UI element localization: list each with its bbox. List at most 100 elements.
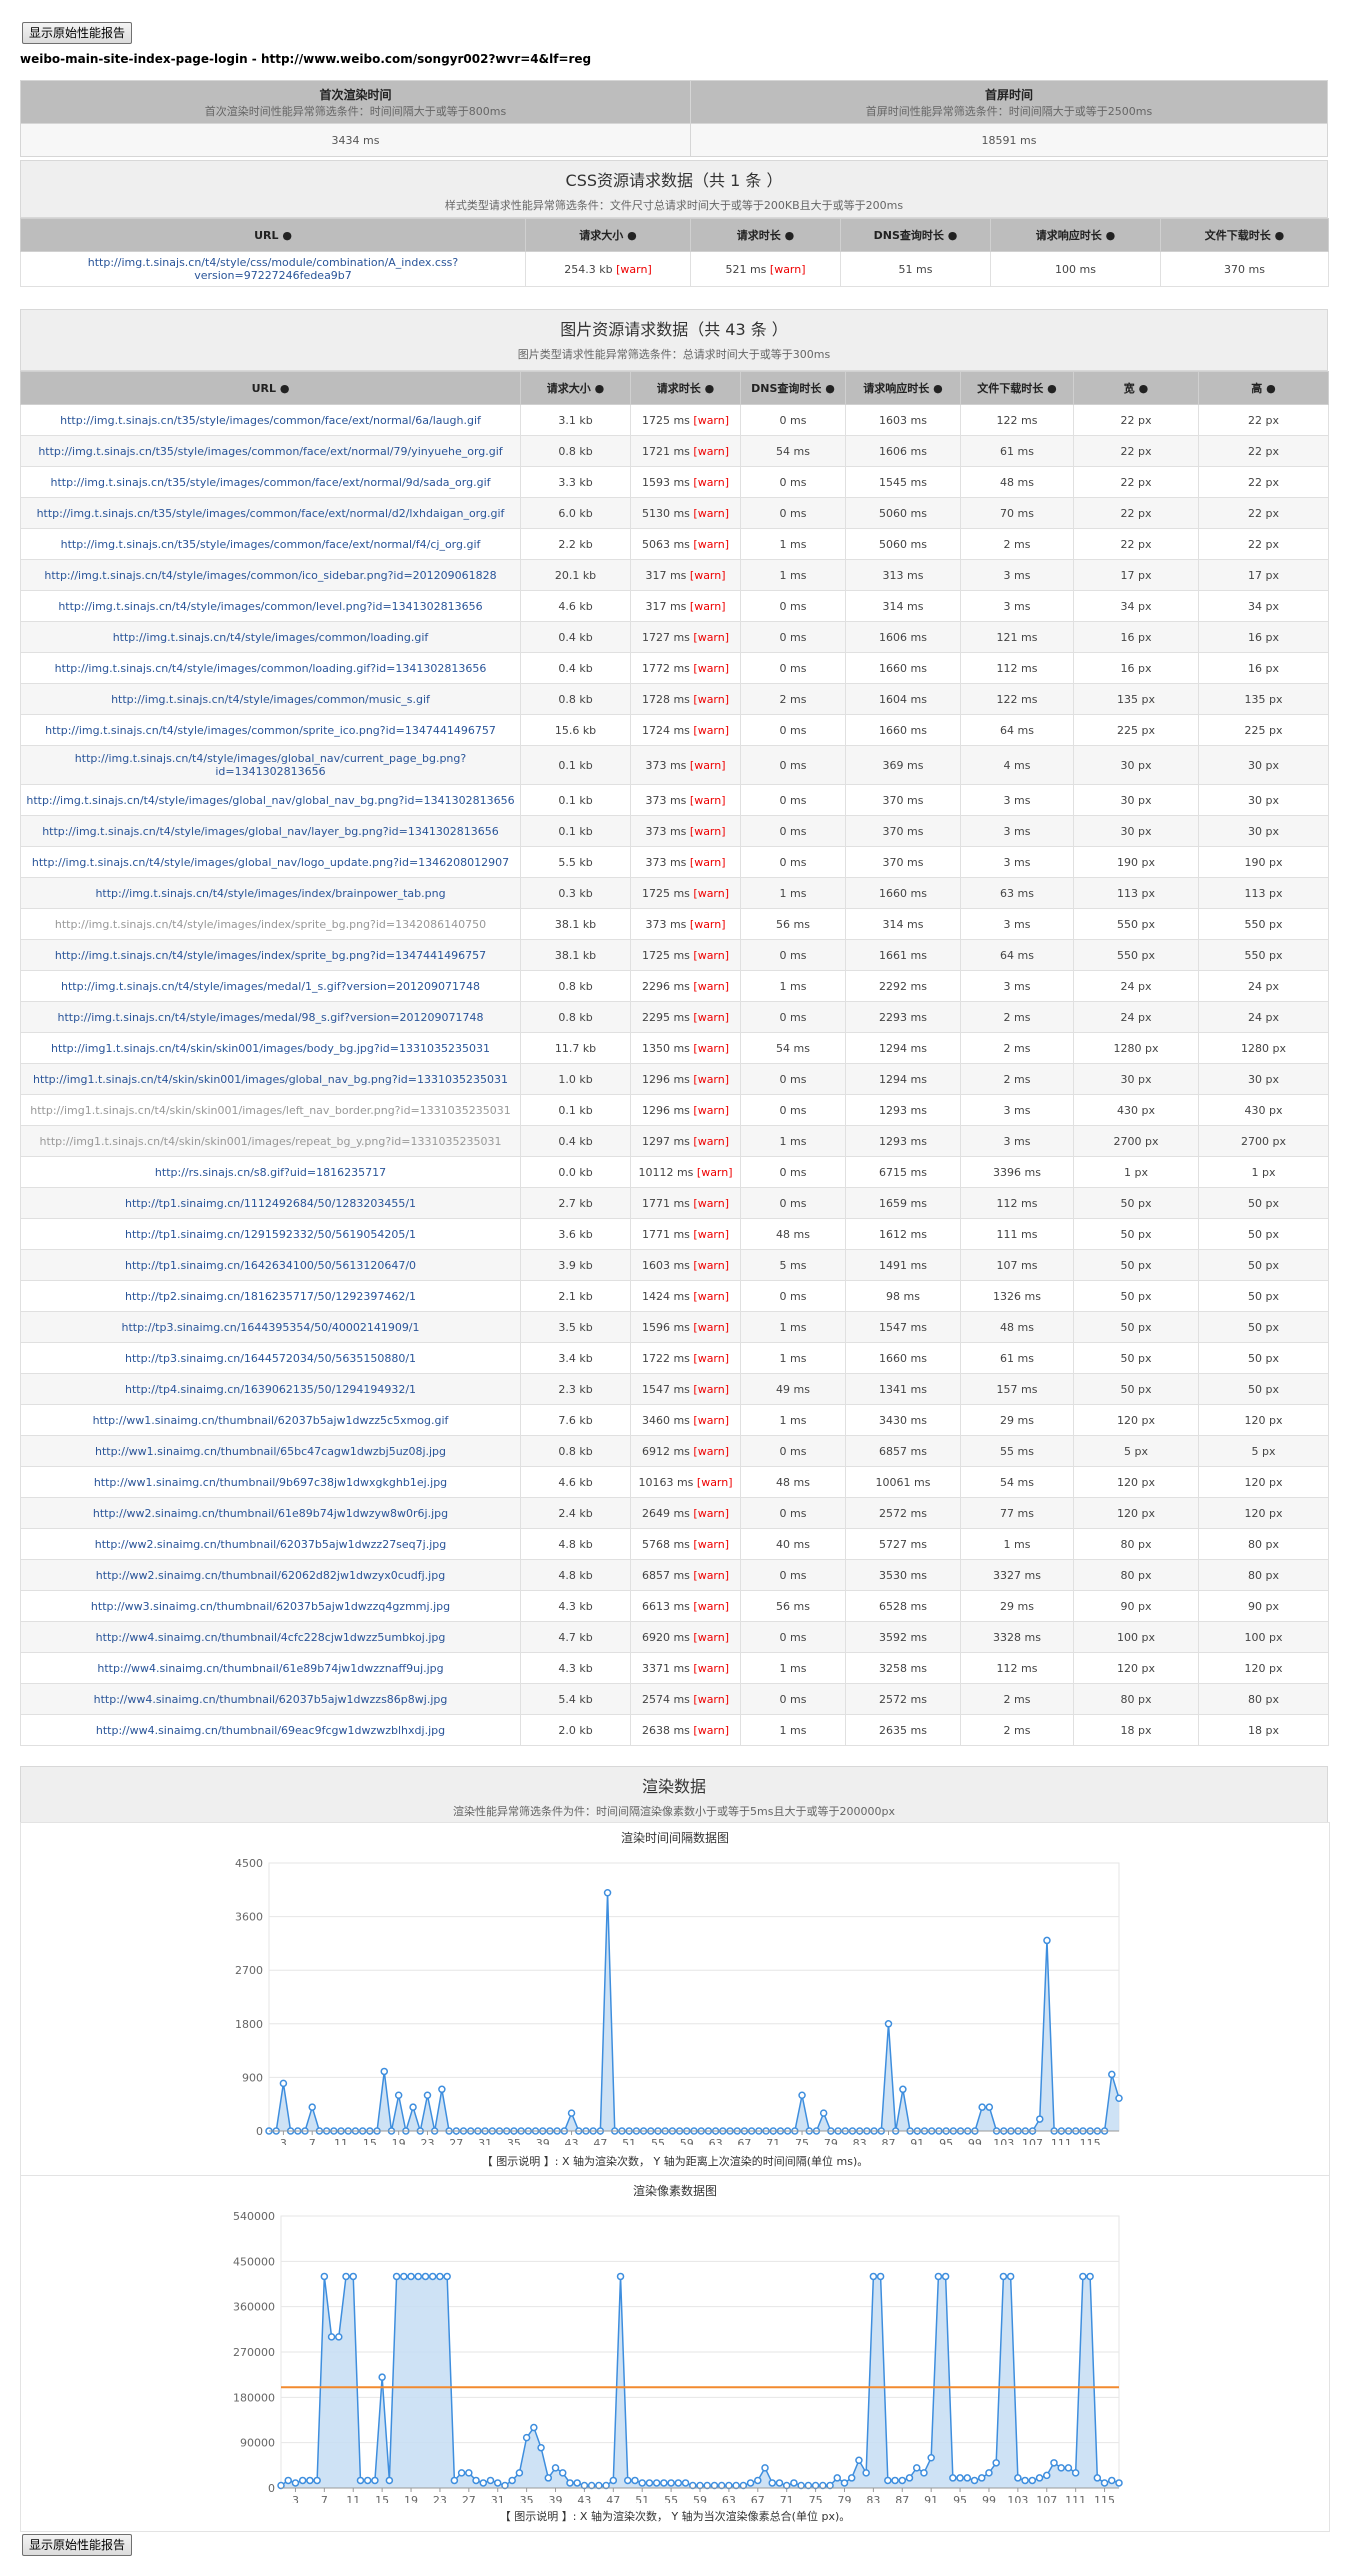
- resource-url-link[interactable]: http://tp4.sinaimg.cn/1639062135/50/1294…: [20, 1373, 521, 1405]
- resource-url-link[interactable]: http://ww4.sinaimg.cn/thumbnail/4cfc228c…: [20, 1621, 521, 1653]
- warn-badge: [warn]: [696, 1475, 733, 1489]
- data-point: [798, 2091, 806, 2100]
- resource-url-link[interactable]: http://img.t.sinajs.cn/t4/style/images/g…: [20, 846, 521, 878]
- request-time-cell: 1721 ms [warn]: [630, 435, 741, 467]
- resource-url-link[interactable]: http://img.t.sinajs.cn/t4/style/images/i…: [20, 877, 521, 909]
- resource-url-link[interactable]: http://img.t.sinajs.cn/t35/style/images/…: [20, 497, 521, 529]
- resource-url-link[interactable]: http://tp1.sinaimg.cn/1291592332/50/5619…: [20, 1218, 521, 1250]
- resource-url-link[interactable]: http://tp3.sinaimg.cn/1644572034/50/5635…: [20, 1342, 521, 1374]
- warn-badge: [warn]: [693, 1382, 730, 1396]
- download-time-cell: 3328 ms: [960, 1621, 1074, 1653]
- resource-url-link[interactable]: http://tp1.sinaimg.cn/1112492684/50/1283…: [20, 1187, 521, 1219]
- data-point: [638, 2479, 646, 2487]
- y-tick-label: 450000: [233, 2255, 275, 2268]
- resource-url-link[interactable]: http://img.t.sinajs.cn/t35/style/images/…: [20, 528, 521, 560]
- resource-url-link[interactable]: http://img.t.sinajs.cn/t4/style/images/c…: [20, 559, 521, 591]
- download-time-cell: 3 ms: [960, 590, 1074, 622]
- x-tick-label: 11: [334, 2137, 348, 2145]
- image-section-cond: 图片类型请求性能异常筛选条件：总请求时间大于或等于300ms: [517, 348, 831, 361]
- resource-url-link[interactable]: http://tp3.sinaimg.cn/1644395354/50/4000…: [20, 1311, 521, 1343]
- resource-url-link[interactable]: http://img.t.sinajs.cn/t4/style/images/c…: [20, 621, 521, 653]
- width-cell: 50 px: [1073, 1280, 1199, 1312]
- x-tick-label: 23: [420, 2137, 434, 2145]
- resource-url-link[interactable]: http://ww1.sinaimg.cn/thumbnail/62037b5a…: [20, 1404, 521, 1436]
- dns-time-cell: 0 ms: [740, 745, 846, 785]
- resource-url-link[interactable]: http://img.t.sinajs.cn/t4/style/images/g…: [20, 784, 521, 816]
- time-value: 317 ms: [645, 568, 687, 582]
- resource-url-link[interactable]: http://ww2.sinaimg.cn/thumbnail/62062d82…: [20, 1559, 521, 1591]
- warn-badge: [warn]: [616, 262, 652, 276]
- request-time-cell: 1728 ms [warn]: [630, 683, 741, 715]
- data-point: [1050, 2459, 1058, 2467]
- warn-badge: [warn]: [693, 1103, 730, 1117]
- data-point: [530, 2423, 538, 2432]
- x-tick-label: 59: [693, 2494, 707, 2503]
- resource-url-link[interactable]: http://ww3.sinaimg.cn/thumbnail/62037b5a…: [20, 1590, 521, 1622]
- time-value: 1725 ms: [641, 413, 690, 427]
- resource-url-link[interactable]: http://img.t.sinajs.cn/t4/style/images/c…: [20, 714, 521, 746]
- show-report-button-bottom[interactable]: 显示原始性能报告: [22, 2534, 133, 2556]
- resource-url-link[interactable]: http://img.t.sinajs.cn/t4/style/images/i…: [20, 939, 521, 971]
- width-cell: 50 px: [1073, 1218, 1199, 1250]
- download-time-cell: 112 ms: [960, 1187, 1074, 1219]
- response-time-cell: 1660 ms: [845, 714, 961, 746]
- resource-url-link[interactable]: http://ww4.sinaimg.cn/thumbnail/62037b5a…: [20, 1683, 521, 1715]
- warn-badge: [warn]: [693, 444, 730, 458]
- data-point: [905, 2474, 914, 2482]
- resource-url-link[interactable]: http://img1.t.sinajs.cn/t4/skin/skin001/…: [20, 1125, 521, 1157]
- resource-url-link[interactable]: http://img.t.sinajs.cn/t4/style/images/c…: [20, 683, 521, 715]
- request-size-cell: 0.8 kb: [520, 1001, 631, 1033]
- data-point: [927, 2454, 935, 2462]
- resource-url-link[interactable]: http://img.t.sinajs.cn/t4/style/images/i…: [20, 908, 521, 940]
- time-value: 6857 ms: [641, 1568, 690, 1582]
- show-report-button-top[interactable]: 显示原始性能报告: [22, 22, 133, 44]
- resource-url-link[interactable]: http://ww2.sinaimg.cn/thumbnail/62037b5a…: [20, 1528, 521, 1560]
- data-point: [963, 2474, 972, 2482]
- resource-url-link[interactable]: http://img.t.sinajs.cn/t4/style/images/m…: [20, 970, 521, 1002]
- time-value: 2649 ms: [641, 1506, 690, 1520]
- page-url[interactable]: http://www.weibo.com/songyr002?wvr=4&lf=…: [260, 52, 592, 66]
- resource-url-link[interactable]: http://ww4.sinaimg.cn/thumbnail/69eac9fc…: [20, 1714, 521, 1746]
- data-point: [1093, 2474, 1102, 2482]
- resource-url-link[interactable]: http://img1.t.sinajs.cn/t4/skin/skin001/…: [20, 1032, 521, 1064]
- dns-time-cell: 0 ms: [740, 1683, 846, 1715]
- height-cell: 120 px: [1198, 1652, 1329, 1684]
- resource-url-link[interactable]: http://tp2.sinaimg.cn/1816235717/50/1292…: [20, 1280, 521, 1312]
- x-tick-label: 35: [520, 2494, 534, 2503]
- css-table: URL ● 请求大小 ● 请求时长 ● DNS查询时长 ● 请求响应时长 ● 文件下载时长…: [20, 218, 1329, 287]
- warn-badge: [warn]: [689, 568, 726, 582]
- resource-url-link[interactable]: http://tp1.sinaimg.cn/1642634100/50/5613…: [20, 1249, 521, 1281]
- resource-url-link[interactable]: http://img.t.sinajs.cn/t35/style/images/…: [20, 404, 521, 436]
- resource-url-link[interactable]: http://ww4.sinaimg.cn/thumbnail/61e89b74…: [20, 1652, 521, 1684]
- resource-url-link[interactable]: http://ww2.sinaimg.cn/thumbnail/61e89b74…: [20, 1497, 521, 1529]
- resource-url-link[interactable]: http://img.t.sinajs.cn/t35/style/images/…: [20, 435, 521, 467]
- dns-time-cell: 54 ms: [740, 1032, 846, 1064]
- resource-url-link[interactable]: http://img.t.sinajs.cn/t4/style/images/g…: [20, 745, 521, 785]
- table-row: http://img1.t.sinajs.cn/t4/skin/skin001/…: [20, 1032, 1329, 1064]
- x-tick-label: 55: [664, 2494, 678, 2503]
- dns-time-cell: 0 ms: [740, 1559, 846, 1591]
- x-tick-label: 7: [309, 2137, 316, 2145]
- x-tick-label: 47: [606, 2494, 620, 2503]
- data-point: [899, 2085, 907, 2094]
- resource-url-link[interactable]: http://img.t.sinajs.cn/t4/style/images/m…: [20, 1001, 521, 1033]
- warn-badge: [warn]: [693, 1041, 730, 1055]
- resource-url-link[interactable]: http://rs.sinajs.cn/s8.gif?uid=181623571…: [20, 1156, 521, 1188]
- resource-url-link[interactable]: http://img.t.sinajs.cn/t4/style/images/c…: [20, 590, 521, 622]
- resource-url-link[interactable]: http://img.t.sinajs.cn/t4/style/images/c…: [20, 652, 521, 684]
- resource-url-link[interactable]: http://img.t.sinajs.cn/t35/style/images/…: [20, 466, 521, 498]
- response-time-cell: 313 ms: [845, 559, 961, 591]
- dns-time-cell: 0 ms: [740, 1094, 846, 1126]
- download-time-cell: 2 ms: [960, 1714, 1074, 1746]
- resource-url-link[interactable]: http://img1.t.sinajs.cn/t4/skin/skin001/…: [20, 1063, 521, 1095]
- warn-badge: [warn]: [689, 855, 726, 869]
- width-cell: 550 px: [1073, 908, 1199, 940]
- resource-url-link[interactable]: http://img1.t.sinajs.cn/t4/skin/skin001/…: [20, 1094, 521, 1126]
- table-row: http://img.t.sinajs.cn/t4/style/images/g…: [20, 815, 1329, 847]
- table-row: http://img.t.sinajs.cn/t35/style/images/…: [20, 528, 1329, 560]
- width-cell: 34 px: [1073, 590, 1199, 622]
- resource-url-link[interactable]: http://ww1.sinaimg.cn/thumbnail/65bc47ca…: [20, 1435, 521, 1467]
- resource-url-link[interactable]: http://img.t.sinajs.cn/t4/style/images/g…: [20, 815, 521, 847]
- resource-url-link[interactable]: http://ww1.sinaimg.cn/thumbnail/9b697c38…: [20, 1466, 521, 1498]
- resource-url-link[interactable]: http://img.t.sinajs.cn/t4/style/css/modu…: [20, 251, 526, 287]
